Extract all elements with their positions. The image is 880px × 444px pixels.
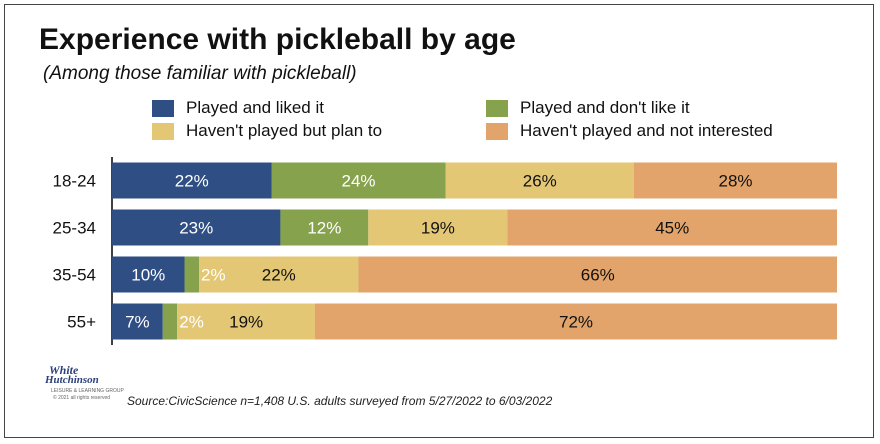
bar-segment-55+-0	[112, 303, 163, 340]
data-label-18-24-3: 28%	[718, 172, 752, 191]
bar-segment-35-54-3	[358, 256, 837, 293]
source-note: Source:CivicScience n=1,408 U.S. adults …	[127, 394, 553, 408]
data-label-25-34-0: 23%	[179, 219, 213, 238]
data-label-55+-1: 2%	[179, 313, 204, 332]
bar-segment-35-54-0	[112, 256, 185, 293]
data-label-55+-3: 72%	[559, 313, 593, 332]
legend-label: Played and don't like it	[520, 98, 690, 117]
category-label-25-34: 25-34	[53, 219, 96, 238]
legend-label: Haven't played and not interested	[520, 121, 773, 140]
legend-swatch-not-interested	[486, 122, 508, 140]
data-label-55+-0: 7%	[125, 313, 150, 332]
data-label-25-34-1: 12%	[307, 219, 341, 238]
logo-line-2: Hutchinson	[45, 374, 99, 386]
legend-item-plan-to: Haven't played but plan to	[152, 121, 382, 141]
legend-item-played-dislike: Played and don't like it	[486, 98, 690, 118]
logo-line-1: White	[49, 363, 79, 377]
bar-segment-55+-3	[315, 303, 837, 340]
data-label-18-24-2: 26%	[523, 172, 557, 191]
bar-segment-18-24-1	[271, 162, 446, 199]
chart-title: Experience with pickleball by age	[39, 23, 516, 56]
legend-label: Played and liked it	[186, 98, 324, 117]
category-label-55+: 55+	[67, 313, 96, 332]
bar-segment-18-24-3	[634, 162, 837, 199]
data-label-25-34-2: 19%	[421, 219, 455, 238]
legend-swatch-plan-to	[152, 122, 174, 140]
stacked-bar-chart: 18-24 22% 24% 26% 28% 25-34 23% 12% 19% 45% 35-54 1…	[53, 157, 837, 345]
logo-tagline: LEISURE & LEARNING GROUP	[51, 388, 124, 394]
legend-item-played-liked: Played and liked it	[152, 98, 324, 118]
bar-segment-25-34-0	[112, 209, 281, 246]
logo-copyright: © 2021 all rights reserved	[53, 395, 111, 401]
category-label-18-24: 18-24	[53, 172, 96, 191]
category-label-35-54: 35-54	[53, 266, 96, 285]
data-label-55+-2: 19%	[229, 313, 263, 332]
bar-segment-18-24-0	[112, 162, 272, 199]
chart-subtitle: (Among those familiar with pickleball)	[43, 63, 357, 84]
data-label-25-34-3: 45%	[655, 219, 689, 238]
white-hutchinson-logo: White Hutchinson LEISURE & LEARNING GROU…	[45, 363, 124, 413]
data-label-35-54-2: 22%	[262, 266, 296, 285]
legend-label: Haven't played but plan to	[186, 121, 383, 140]
bar-segment-25-34-1	[280, 209, 369, 246]
legend-swatch-played-liked	[152, 99, 174, 117]
bar-segment-25-34-3	[507, 209, 837, 246]
legend-item-not-interested: Haven't played and not interested	[486, 121, 773, 141]
data-label-35-54-3: 66%	[581, 266, 615, 285]
bar-segment-18-24-2	[445, 162, 634, 199]
bar-segment-35-54-1	[184, 256, 199, 293]
data-label-18-24-1: 24%	[341, 172, 375, 191]
bar-segment-25-34-2	[368, 209, 508, 246]
data-label-35-54-0: 10%	[131, 266, 165, 285]
chart-frame: Experience with pickleball by age (Among…	[4, 4, 874, 438]
bar-segment-35-54-2	[199, 256, 359, 293]
bar-segment-55+-1	[162, 303, 178, 340]
bar-segment-55+-2	[177, 303, 315, 340]
data-label-18-24-0: 22%	[175, 172, 209, 191]
data-label-35-54-1: 2%	[201, 266, 226, 285]
legend-swatch-played-dislike	[486, 99, 508, 117]
